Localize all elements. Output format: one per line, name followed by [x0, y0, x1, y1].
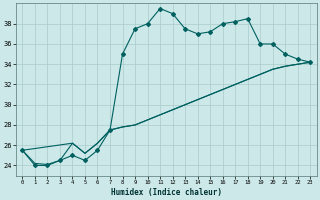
X-axis label: Humidex (Indice chaleur): Humidex (Indice chaleur): [111, 188, 222, 197]
